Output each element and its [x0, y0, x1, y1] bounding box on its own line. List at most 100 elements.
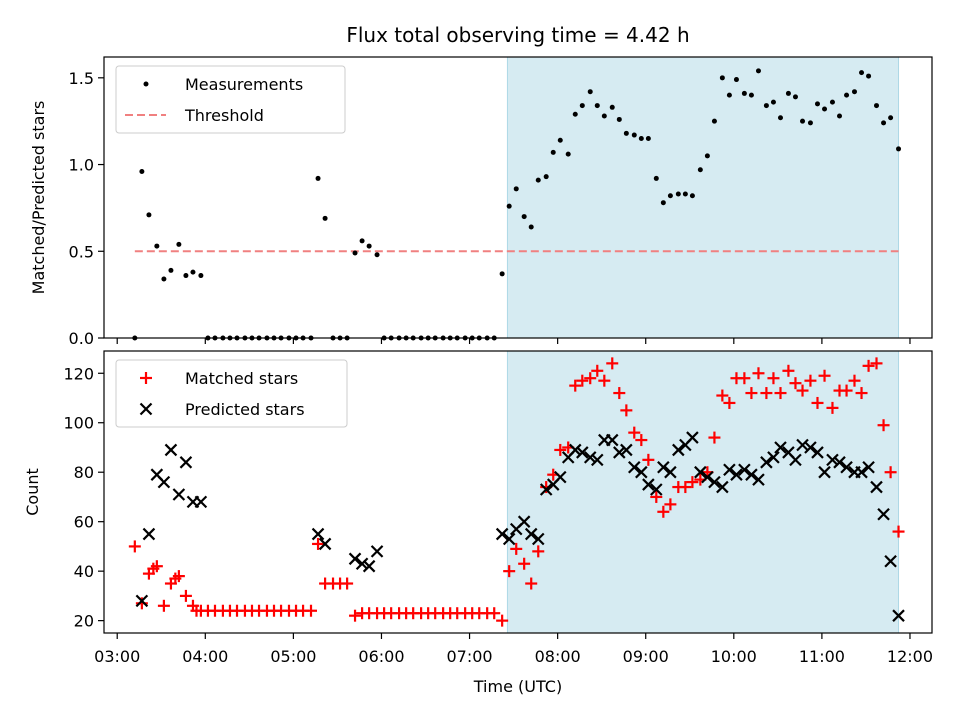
data-point	[613, 387, 626, 400]
data-point	[620, 404, 633, 417]
data-point	[488, 607, 501, 620]
data-point	[730, 468, 743, 481]
data-point	[755, 68, 761, 74]
y-tick-label: 1.0	[69, 156, 94, 175]
data-point	[741, 90, 747, 96]
legend-marker-swatch	[140, 372, 152, 384]
data-point	[362, 559, 376, 573]
x-tick-label: 06:00	[358, 647, 404, 666]
data-point	[767, 451, 780, 464]
data-point	[642, 453, 655, 466]
data-point	[716, 389, 729, 402]
data-point	[146, 212, 152, 218]
data-point	[711, 118, 717, 124]
x-tick-label: 09:00	[623, 647, 669, 666]
data-point	[594, 103, 600, 109]
data-point	[623, 130, 629, 136]
data-point	[348, 552, 362, 566]
data-point	[716, 480, 729, 494]
legend-entry: Threshold	[125, 106, 264, 125]
data-point	[496, 614, 509, 627]
data-point	[506, 203, 512, 209]
data-point	[760, 456, 773, 469]
data-point	[179, 589, 192, 602]
legend: Measurements Threshold	[115, 65, 346, 134]
data-point	[862, 359, 875, 372]
legend: Matched stars Predicted stars	[115, 359, 348, 428]
data-point	[616, 116, 622, 122]
data-point	[142, 527, 156, 541]
data-point	[176, 241, 182, 247]
data-point	[517, 515, 531, 528]
data-point	[172, 488, 186, 501]
data-point	[513, 186, 519, 192]
data-point	[888, 115, 894, 121]
y-tick-label: 0.0	[69, 329, 94, 348]
data-point	[870, 357, 883, 370]
data-point	[818, 369, 831, 382]
data-point	[642, 478, 655, 491]
data-point	[826, 453, 839, 467]
data-point	[726, 92, 732, 98]
data-point	[738, 463, 751, 477]
data-point	[635, 465, 648, 479]
y-tick-label: 100	[63, 414, 94, 433]
data-point	[627, 460, 641, 474]
data-point	[366, 243, 372, 249]
data-point	[598, 374, 611, 387]
data-point	[745, 387, 758, 400]
y-tick-label: 20	[74, 612, 94, 631]
data-point	[631, 132, 637, 138]
data-point	[638, 136, 644, 142]
data-point	[525, 577, 538, 590]
data-point	[664, 465, 677, 479]
data-point	[811, 396, 824, 409]
data-point	[667, 193, 673, 199]
data-point	[524, 527, 538, 541]
data-point	[800, 118, 806, 124]
data-point	[745, 468, 758, 481]
y-tick-label: 40	[74, 562, 94, 581]
x-tick-label: 12:00	[887, 647, 933, 666]
y-tick-label: 0.5	[69, 242, 94, 261]
data-point	[694, 465, 707, 479]
data-point	[521, 214, 527, 220]
chart-title: Flux total observing time = 4.42 h	[346, 23, 689, 47]
x-tick-label: 08:00	[535, 647, 581, 666]
data-point	[168, 267, 174, 273]
data-point	[822, 106, 828, 112]
data-point	[866, 73, 872, 79]
data-point	[837, 113, 843, 119]
data-point	[620, 443, 633, 457]
data-point	[675, 191, 681, 197]
y-axis-label: Matched/Predicted stars	[29, 101, 48, 295]
data-point	[664, 498, 677, 511]
data-point	[686, 431, 699, 444]
data-point	[128, 540, 141, 553]
data-point	[532, 545, 545, 558]
x-tick-label: 10:00	[711, 647, 757, 666]
data-point	[495, 527, 509, 541]
data-point	[877, 419, 890, 432]
data-point	[733, 77, 739, 83]
data-point	[355, 557, 369, 571]
data-point	[576, 374, 589, 387]
data-point	[877, 507, 890, 521]
data-point	[583, 451, 597, 464]
legend-box	[115, 65, 346, 134]
data-point	[154, 243, 160, 249]
data-point	[135, 594, 149, 608]
data-point	[686, 476, 699, 489]
data-point	[645, 136, 651, 142]
data-point	[535, 177, 541, 183]
data-point	[748, 92, 754, 98]
data-point	[179, 456, 193, 469]
data-point	[157, 475, 171, 489]
data-point	[804, 374, 817, 387]
data-point	[341, 577, 354, 590]
data-point	[606, 357, 619, 370]
data-point	[796, 384, 809, 397]
series-measurements	[132, 68, 902, 341]
data-point	[370, 545, 384, 558]
